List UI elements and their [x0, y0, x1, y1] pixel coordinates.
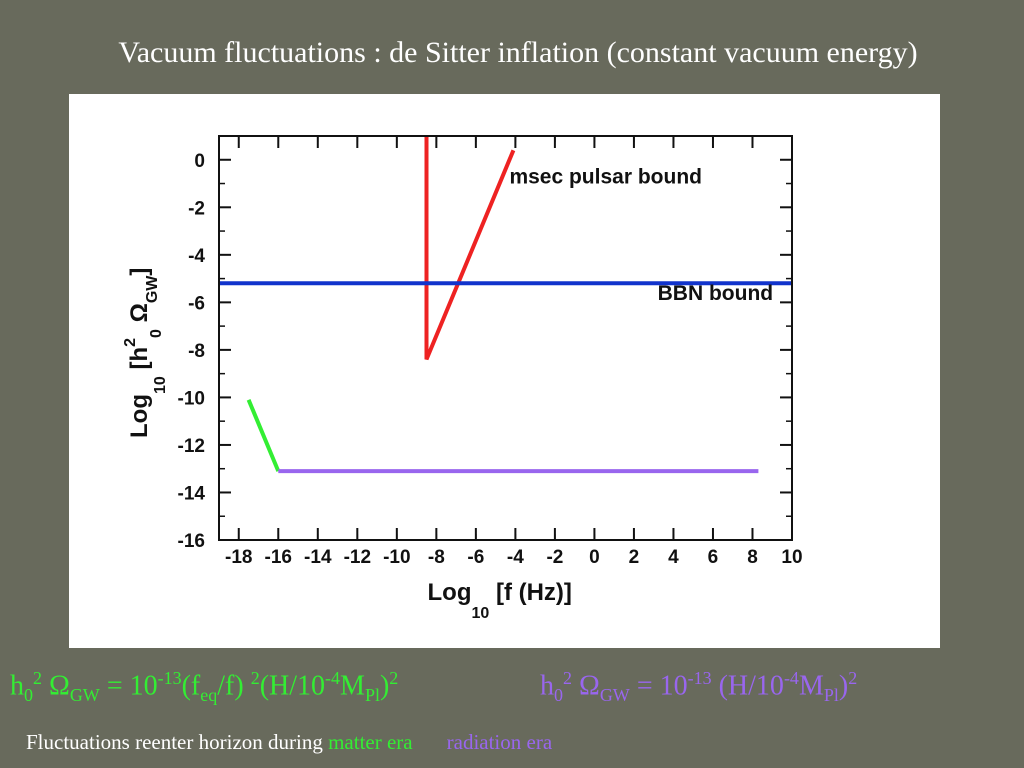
- x-tick-label: 6: [708, 547, 719, 568]
- formula-h: h: [540, 670, 554, 702]
- caption-matter-era: matter era: [328, 730, 413, 754]
- x-tick-label: 10: [781, 547, 802, 568]
- axis-label-part: 10: [471, 605, 489, 622]
- axis-label-part: [f (Hz)]: [489, 579, 572, 606]
- axis-label-part: Log: [428, 579, 472, 606]
- plot-frame: [218, 135, 793, 541]
- formula-part: (H/10: [711, 670, 784, 702]
- y-tick-label: -14: [178, 483, 206, 504]
- x-tick-label: -4: [507, 547, 524, 568]
- series-line-msec-pulsar-bound: [424, 136, 516, 361]
- chart-annotation: msec pulsar bound: [509, 166, 702, 189]
- formula-part-sup: 2: [389, 668, 399, 688]
- x-tick-label: 8: [747, 547, 758, 568]
- formula-part-sup: -4: [783, 668, 799, 688]
- y-tick-label: -8: [188, 341, 205, 362]
- gw-spectrum-chart: -18 -16 -14 -12 -10 -8 -6 -4 -2 0 2 4 6 8 100-2-4-6-8-…: [122, 135, 803, 622]
- formula-part-sub: eq: [200, 684, 218, 705]
- series-line-curve-2: [246, 399, 281, 472]
- axis-label-part: 2: [122, 338, 139, 347]
- x-axis-label: Log10 [f (Hz)]: [428, 579, 572, 622]
- axis-label-part: 10: [152, 376, 169, 394]
- axis-label-part: Log: [126, 394, 153, 438]
- x-tick-label: -18: [225, 547, 252, 568]
- x-tick-label: 4: [668, 547, 679, 568]
- caption: Fluctuations reenter horizon during matt…: [26, 730, 552, 755]
- plot-panel: -18 -16 -14 -12 -10 -8 -6 -4 -2 0 2 4 6 8 10 0 -2 -4 -6 -8-…: [69, 94, 940, 648]
- formula-part: /f): [217, 670, 251, 702]
- formula-eq: = 10: [629, 670, 688, 702]
- slide-title: Vacuum fluctuations : de Sitter inflatio…: [118, 36, 918, 69]
- formula-part-sub: Pl: [364, 684, 380, 705]
- axis-label-part: GW: [144, 275, 161, 303]
- y-tick-label: -4: [188, 246, 205, 267]
- x-tick-label: -10: [383, 547, 410, 568]
- formula-omega-sub: GW: [599, 684, 630, 705]
- y-tick-label: -6: [188, 293, 205, 314]
- caption-radiation-era: radiation era: [446, 730, 553, 754]
- radiation-era-formula: h02 ΩGW = 10-13 (H/10-4MPl)2: [540, 668, 857, 706]
- formula-part: ): [838, 670, 849, 702]
- matter-era-formula: h02 ΩGW = 10-13(feq/f) 2(H/10-4MPl)2: [10, 668, 398, 706]
- chart-annotation: BBN bound: [658, 282, 773, 305]
- axis-label-part: [h: [126, 347, 153, 376]
- formula-h-sub: 0: [554, 684, 563, 705]
- x-tick-label: -14: [304, 547, 332, 568]
- formula-part: ): [379, 670, 390, 702]
- axis-label-part: 0: [148, 329, 165, 338]
- x-tick-label: -16: [265, 547, 292, 568]
- formula-eq: = 10: [99, 670, 158, 702]
- y-axis-label: Log10 [h20 ΩGW]: [122, 268, 169, 438]
- formula-omega-sub: GW: [69, 684, 100, 705]
- formula-part-sup: 2: [848, 668, 858, 688]
- formula-part-sup: -4: [325, 668, 341, 688]
- formula-h: h: [10, 670, 24, 702]
- x-tick-label: -6: [467, 547, 484, 568]
- formula-part-sup: 2: [250, 668, 260, 688]
- formula-part: (f: [181, 670, 201, 702]
- y-tick-label: -10: [178, 388, 205, 409]
- caption-lead: Fluctuations reenter horizon during: [26, 730, 329, 754]
- x-tick-label: -8: [428, 547, 445, 568]
- x-tick-label: -12: [344, 547, 371, 568]
- formula-exp: -13: [157, 668, 182, 688]
- y-tick-label: -12: [178, 436, 205, 457]
- axis-label-part: ]: [126, 268, 153, 276]
- formula-h-sup: 2: [33, 668, 42, 688]
- formula-h-sup: 2: [563, 668, 572, 688]
- formula-part: M: [340, 670, 365, 702]
- y-tick-label: -2: [188, 198, 205, 219]
- formula-h-sub: 0: [24, 684, 33, 705]
- y-tick-label: 0: [194, 151, 205, 172]
- formula-omega: Ω: [572, 670, 600, 702]
- formula-part: M: [798, 670, 824, 702]
- formula-part-sub: Pl: [823, 684, 839, 705]
- x-tick-label: 2: [629, 547, 640, 568]
- formula-part: (H/10: [259, 670, 326, 702]
- x-tick-label: -2: [546, 547, 563, 568]
- formula-exp: -13: [687, 668, 712, 688]
- y-tick-label: -16: [178, 531, 205, 552]
- x-tick-label: 0: [589, 547, 600, 568]
- formula-omega: Ω: [42, 670, 70, 702]
- axis-label-part: Ω: [126, 303, 153, 329]
